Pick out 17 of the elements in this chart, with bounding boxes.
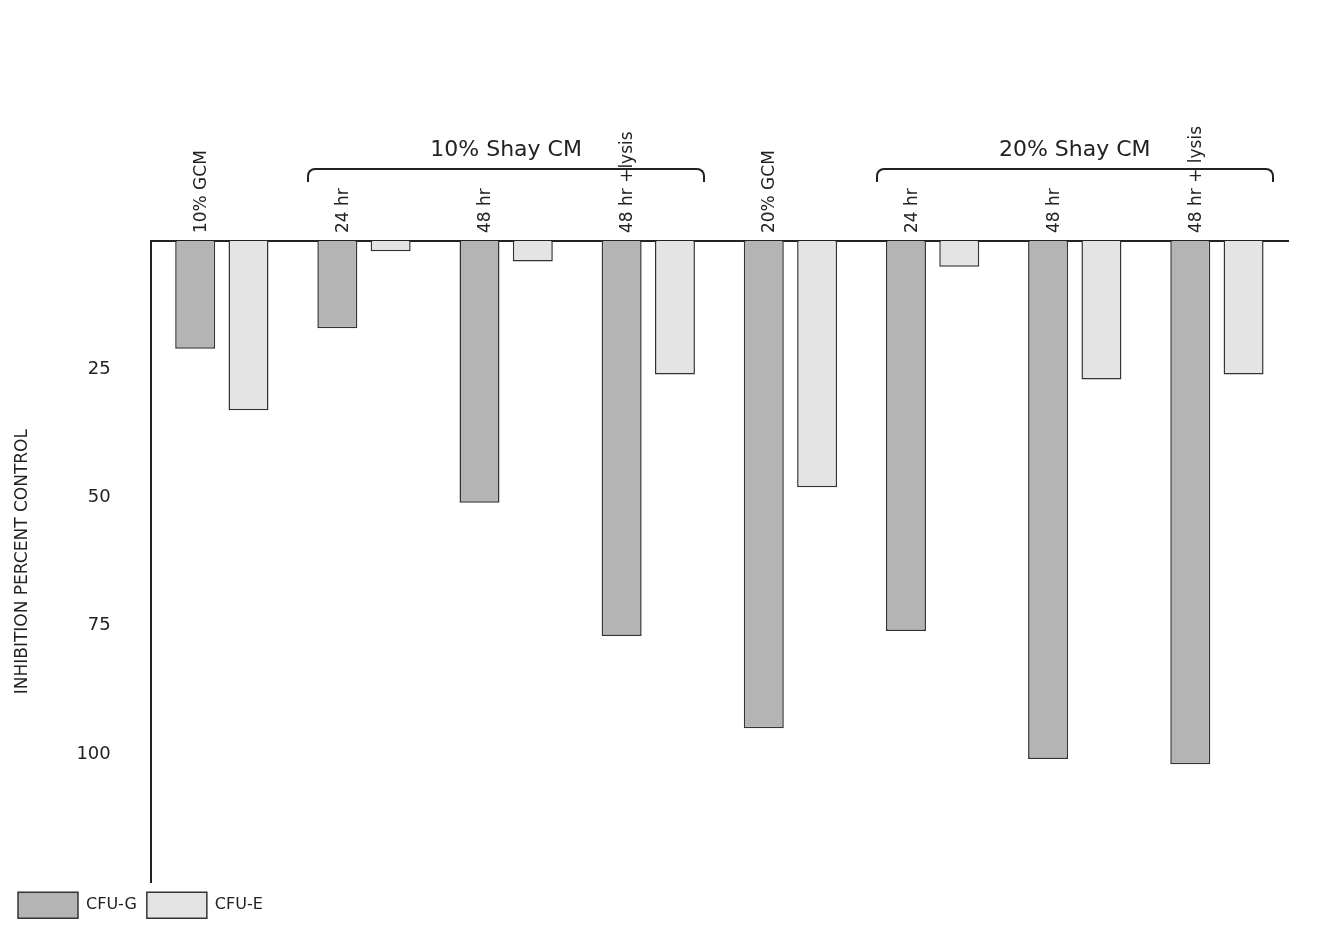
legend-label: CFU-G (86, 894, 137, 914)
x-tick-label: 24 hr (332, 188, 353, 234)
y-axis-title: INHIBITION PERCENT CONTROL (10, 428, 31, 695)
x-tick-label: 10% GCM (189, 150, 210, 234)
x-tick-label: 48 hr (1042, 188, 1063, 234)
x-tick-label: 20% GCM (758, 150, 779, 234)
x-tick-label: 48 hr +lysis (616, 131, 637, 234)
y-tick-label: 75 (87, 613, 111, 635)
y-tick-label: 100 (76, 741, 111, 763)
text: 20% Shay CM (998, 136, 1151, 162)
text: 10% Shay CM (430, 136, 582, 162)
y-tick-label: 25 (87, 356, 111, 378)
x-tick-label: 48 hr + lysis (1184, 125, 1205, 234)
x-tick-label: 24 hr (900, 188, 921, 234)
legend-label: CFU-E (214, 894, 263, 914)
x-tick-label: 48 hr (474, 188, 495, 234)
y-tick-label: 50 (87, 485, 111, 507)
